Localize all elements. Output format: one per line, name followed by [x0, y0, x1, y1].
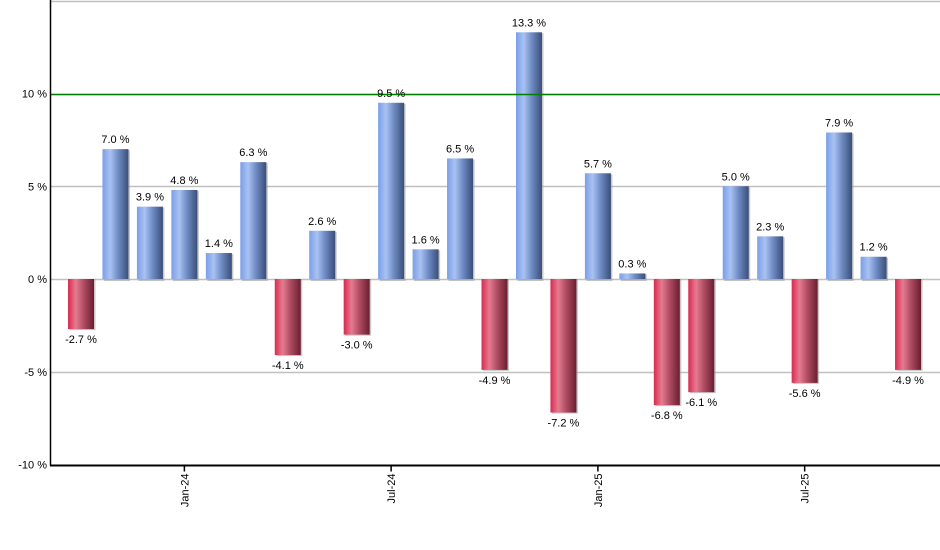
y-tick-label: -5 %: [24, 367, 47, 379]
value-label: 3.9 %: [136, 192, 164, 204]
value-label: 1.2 %: [860, 242, 888, 254]
x-tick-label: Jan-24: [179, 474, 191, 508]
x-tick-label: Jan-25: [593, 474, 605, 508]
value-label: 1.4 %: [205, 238, 233, 250]
value-label: 7.9 %: [825, 117, 853, 129]
value-label: 5.7 %: [584, 158, 612, 170]
value-label: -7.2 %: [548, 418, 580, 430]
value-label: 2.3 %: [756, 221, 784, 233]
bar-jan-24: [171, 189, 198, 279]
value-label: -4.1 %: [272, 360, 304, 372]
bar-oct-24: [481, 279, 508, 370]
bar-aug-25: [826, 132, 853, 279]
value-label: 2.6 %: [308, 216, 336, 228]
bar-apr-25: [688, 279, 715, 393]
y-axis-labels: 10 % 5 % 0 % -5 % -10 %: [18, 89, 47, 472]
bar-may-25: [722, 186, 749, 279]
value-label: 7.0 %: [101, 134, 129, 146]
bar-sep-24: [447, 158, 474, 279]
bar-may-24: [309, 230, 336, 279]
x-tick-label: Jul-25: [800, 474, 812, 504]
bar-oct-25: [895, 279, 922, 370]
value-label: -6.1 %: [685, 397, 717, 409]
value-label: 1.6 %: [412, 234, 440, 246]
value-label: 6.3 %: [239, 147, 267, 159]
bar-jul-25: [791, 279, 818, 383]
bar-feb-25: [619, 273, 646, 279]
y-tick-label: 0 %: [28, 274, 47, 286]
bar-mar-25: [653, 279, 680, 406]
bar-jul-24: [378, 102, 405, 280]
bar-dec-24: [550, 279, 577, 413]
bar-apr-24: [274, 279, 301, 356]
value-label: -3.0 %: [341, 340, 373, 352]
value-label: -4.9 %: [892, 375, 924, 387]
value-label: -2.7 %: [65, 334, 97, 346]
axes: [49, 0, 940, 472]
y-tick-label: 5 %: [28, 181, 47, 193]
value-label: 6.5 %: [446, 143, 474, 155]
value-label: 13.3 %: [512, 17, 546, 29]
value-label: -6.8 %: [651, 410, 683, 422]
bar-sep-25: [860, 256, 887, 279]
y-tick-label: 10 %: [22, 89, 47, 101]
bar-feb-24: [205, 253, 232, 279]
x-tick-label: Jul-24: [386, 474, 398, 504]
bar-nov-23: [102, 149, 129, 279]
y-tick-label: -10 %: [18, 460, 47, 472]
value-label: 5.0 %: [722, 171, 750, 183]
bar-mar-24: [240, 162, 267, 279]
value-label: 0.3 %: [618, 258, 646, 270]
x-axis-labels: Jan-24 Jul-24 Jan-25 Jul-25: [179, 474, 811, 508]
value-labels: -2.7 % 7.0 % 3.9 % 4.8 % 1.4 % 6.3 % -4.1 % 2.6…: [65, 17, 924, 429]
value-label: -4.9 %: [479, 375, 511, 387]
bars: [68, 32, 923, 414]
bar-nov-24: [515, 32, 542, 279]
bar-dec-23: [136, 206, 163, 279]
bar-jan-25: [584, 173, 611, 279]
bar-jun-25: [757, 236, 784, 279]
value-label: 9.5 %: [377, 88, 405, 100]
bar-jun-24: [343, 279, 370, 335]
value-label: -5.6 %: [789, 388, 821, 400]
bar-aug-24: [412, 249, 439, 279]
value-label: 4.8 %: [170, 175, 198, 187]
bar-oct-23: [68, 279, 94, 330]
